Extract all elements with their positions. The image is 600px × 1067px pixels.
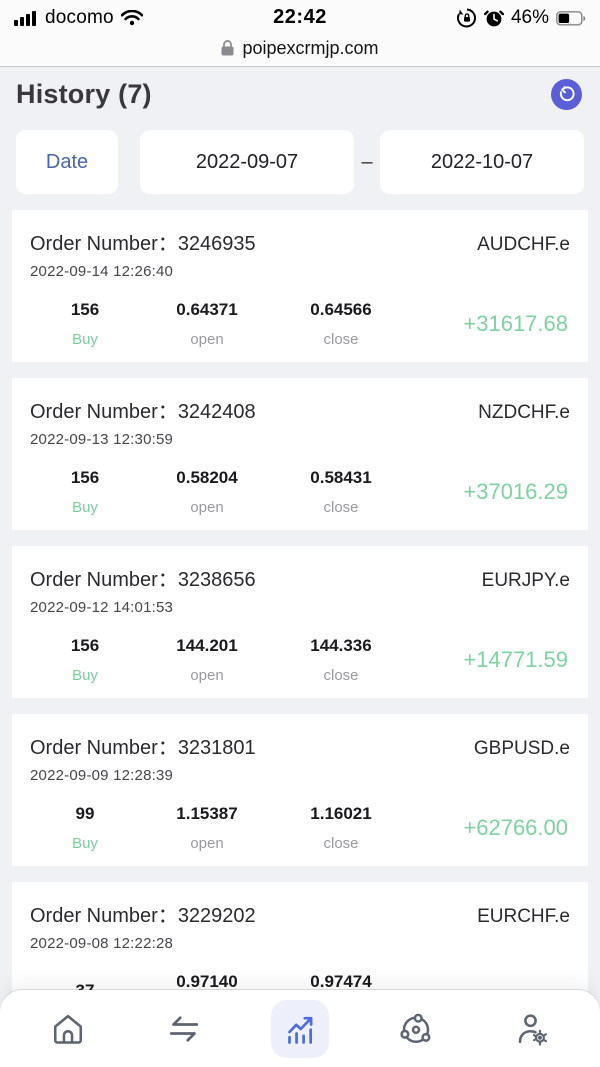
url-domain-label: poipexcrmjp.com (242, 37, 379, 58)
order-datetime: 2022-09-13 12:30:59 (30, 431, 174, 448)
order-number-label: Order Number： (30, 737, 178, 759)
order-list: Order Number：3246935 AUDCHF.e 2022-09-14… (0, 210, 600, 1034)
close-label: close (323, 667, 359, 684)
alarm-icon (483, 10, 504, 27)
date-filter-row: Date 2022-09-07 – 2022-10-07 (0, 116, 600, 196)
order-profit: +62766.00 (463, 815, 568, 840)
order-symbol: AUDCHF.e (477, 234, 570, 255)
open-label: open (190, 499, 224, 516)
battery-percent-label: 46% (510, 7, 549, 28)
refresh-icon (559, 85, 575, 101)
order-close-price: 0.97474 (310, 972, 372, 991)
order-number-label: Order Number： (30, 233, 178, 255)
start-date-input[interactable]: 2022-09-07 (140, 130, 354, 194)
order-number-value: 3246935 (177, 233, 256, 255)
order-profit: +37016.29 (463, 479, 568, 504)
nav-item-trade[interactable] (155, 1000, 213, 1058)
order-close-price: 1.16021 (310, 804, 372, 823)
order-volume: 156 (70, 468, 100, 487)
wifi-icon (120, 10, 143, 26)
order-profit: +31617.68 (463, 311, 568, 336)
order-side-label: Buy (72, 499, 98, 516)
network-icon (400, 1013, 431, 1043)
order-open-price: 144.201 (176, 636, 238, 655)
order-number-label: Order Number： (30, 569, 178, 591)
close-label: close (323, 499, 359, 516)
order-symbol: NZDCHF.e (478, 402, 570, 423)
order-number-value: 3229202 (177, 905, 256, 927)
open-label: open (190, 331, 224, 348)
order-close-price: 0.58431 (310, 468, 372, 487)
order-datetime: 2022-09-09 12:28:39 (30, 767, 174, 784)
order-close-price: 0.64566 (310, 300, 372, 319)
nav-item-community[interactable] (387, 1000, 445, 1058)
order-volume: 156 (70, 300, 100, 319)
order-symbol: EURCHF.e (477, 906, 570, 927)
order-datetime: 2022-09-14 12:26:40 (30, 263, 174, 280)
order-profit: +14771.59 (463, 647, 568, 672)
rotation-lock-icon (457, 8, 476, 28)
close-label: close (323, 835, 359, 852)
chart-trend-icon (288, 1016, 313, 1044)
order-open-price: 0.58204 (176, 468, 238, 487)
order-number-value: 3242408 (177, 401, 256, 423)
order-number-value: 3238656 (177, 569, 256, 591)
nav-item-history[interactable] (271, 999, 329, 1058)
order-number-label: Order Number： (30, 401, 178, 423)
transfer-arrows-icon (169, 1015, 199, 1042)
order-close-price: 144.336 (310, 636, 372, 655)
bottom-nav (0, 990, 600, 1067)
lock-icon (221, 40, 234, 56)
order-symbol: GBPUSD.e (473, 738, 570, 759)
order-card[interactable]: Order Number：3242408 NZDCHF.e 2022-09-13… (12, 378, 588, 530)
order-datetime: 2022-09-12 14:01:53 (30, 599, 174, 616)
home-icon (53, 1014, 83, 1044)
page-title: History (7) (16, 79, 152, 109)
carrier-label: docomo (45, 7, 114, 28)
refresh-button[interactable] (551, 79, 582, 110)
order-side-label: Buy (72, 331, 98, 348)
browser-chrome: docomo 22:42 (0, 0, 600, 67)
order-card[interactable]: Order Number：3238656 EURJPY.e 2022-09-12… (12, 546, 588, 698)
order-volume: 156 (70, 636, 100, 655)
url-bar[interactable]: poipexcrmjp.com (0, 34, 600, 66)
order-card[interactable]: Order Number：3246935 AUDCHF.e 2022-09-14… (12, 210, 588, 362)
nav-item-home[interactable] (39, 1000, 97, 1058)
close-label: close (323, 331, 359, 348)
order-symbol: EURJPY.e (481, 570, 570, 591)
date-filter-button[interactable]: Date (16, 130, 118, 194)
end-date-input[interactable]: 2022-10-07 (380, 130, 584, 194)
order-side-label: Buy (72, 667, 98, 684)
order-number-value: 3231801 (177, 737, 256, 759)
open-label: open (190, 835, 224, 852)
order-side-label: Buy (72, 835, 98, 852)
user-gear-icon (518, 1013, 547, 1046)
nav-item-profile[interactable] (503, 1000, 561, 1058)
order-datetime: 2022-09-08 12:22:28 (30, 935, 174, 952)
order-open-price: 0.64371 (176, 300, 238, 319)
open-label: open (190, 667, 224, 684)
order-card[interactable]: Order Number：3231801 GBPUSD.e 2022-09-09… (12, 714, 588, 866)
battery-icon (556, 10, 586, 26)
order-volume: 99 (75, 804, 95, 823)
order-open-price: 1.15387 (176, 804, 238, 823)
clock-label: 22:42 (273, 6, 327, 28)
status-bar: docomo 22:42 (0, 0, 600, 34)
signal-bars-icon (14, 11, 36, 26)
order-number-label: Order Number： (30, 905, 178, 927)
date-range-separator: – (361, 150, 373, 173)
order-open-price: 0.97140 (176, 972, 238, 991)
